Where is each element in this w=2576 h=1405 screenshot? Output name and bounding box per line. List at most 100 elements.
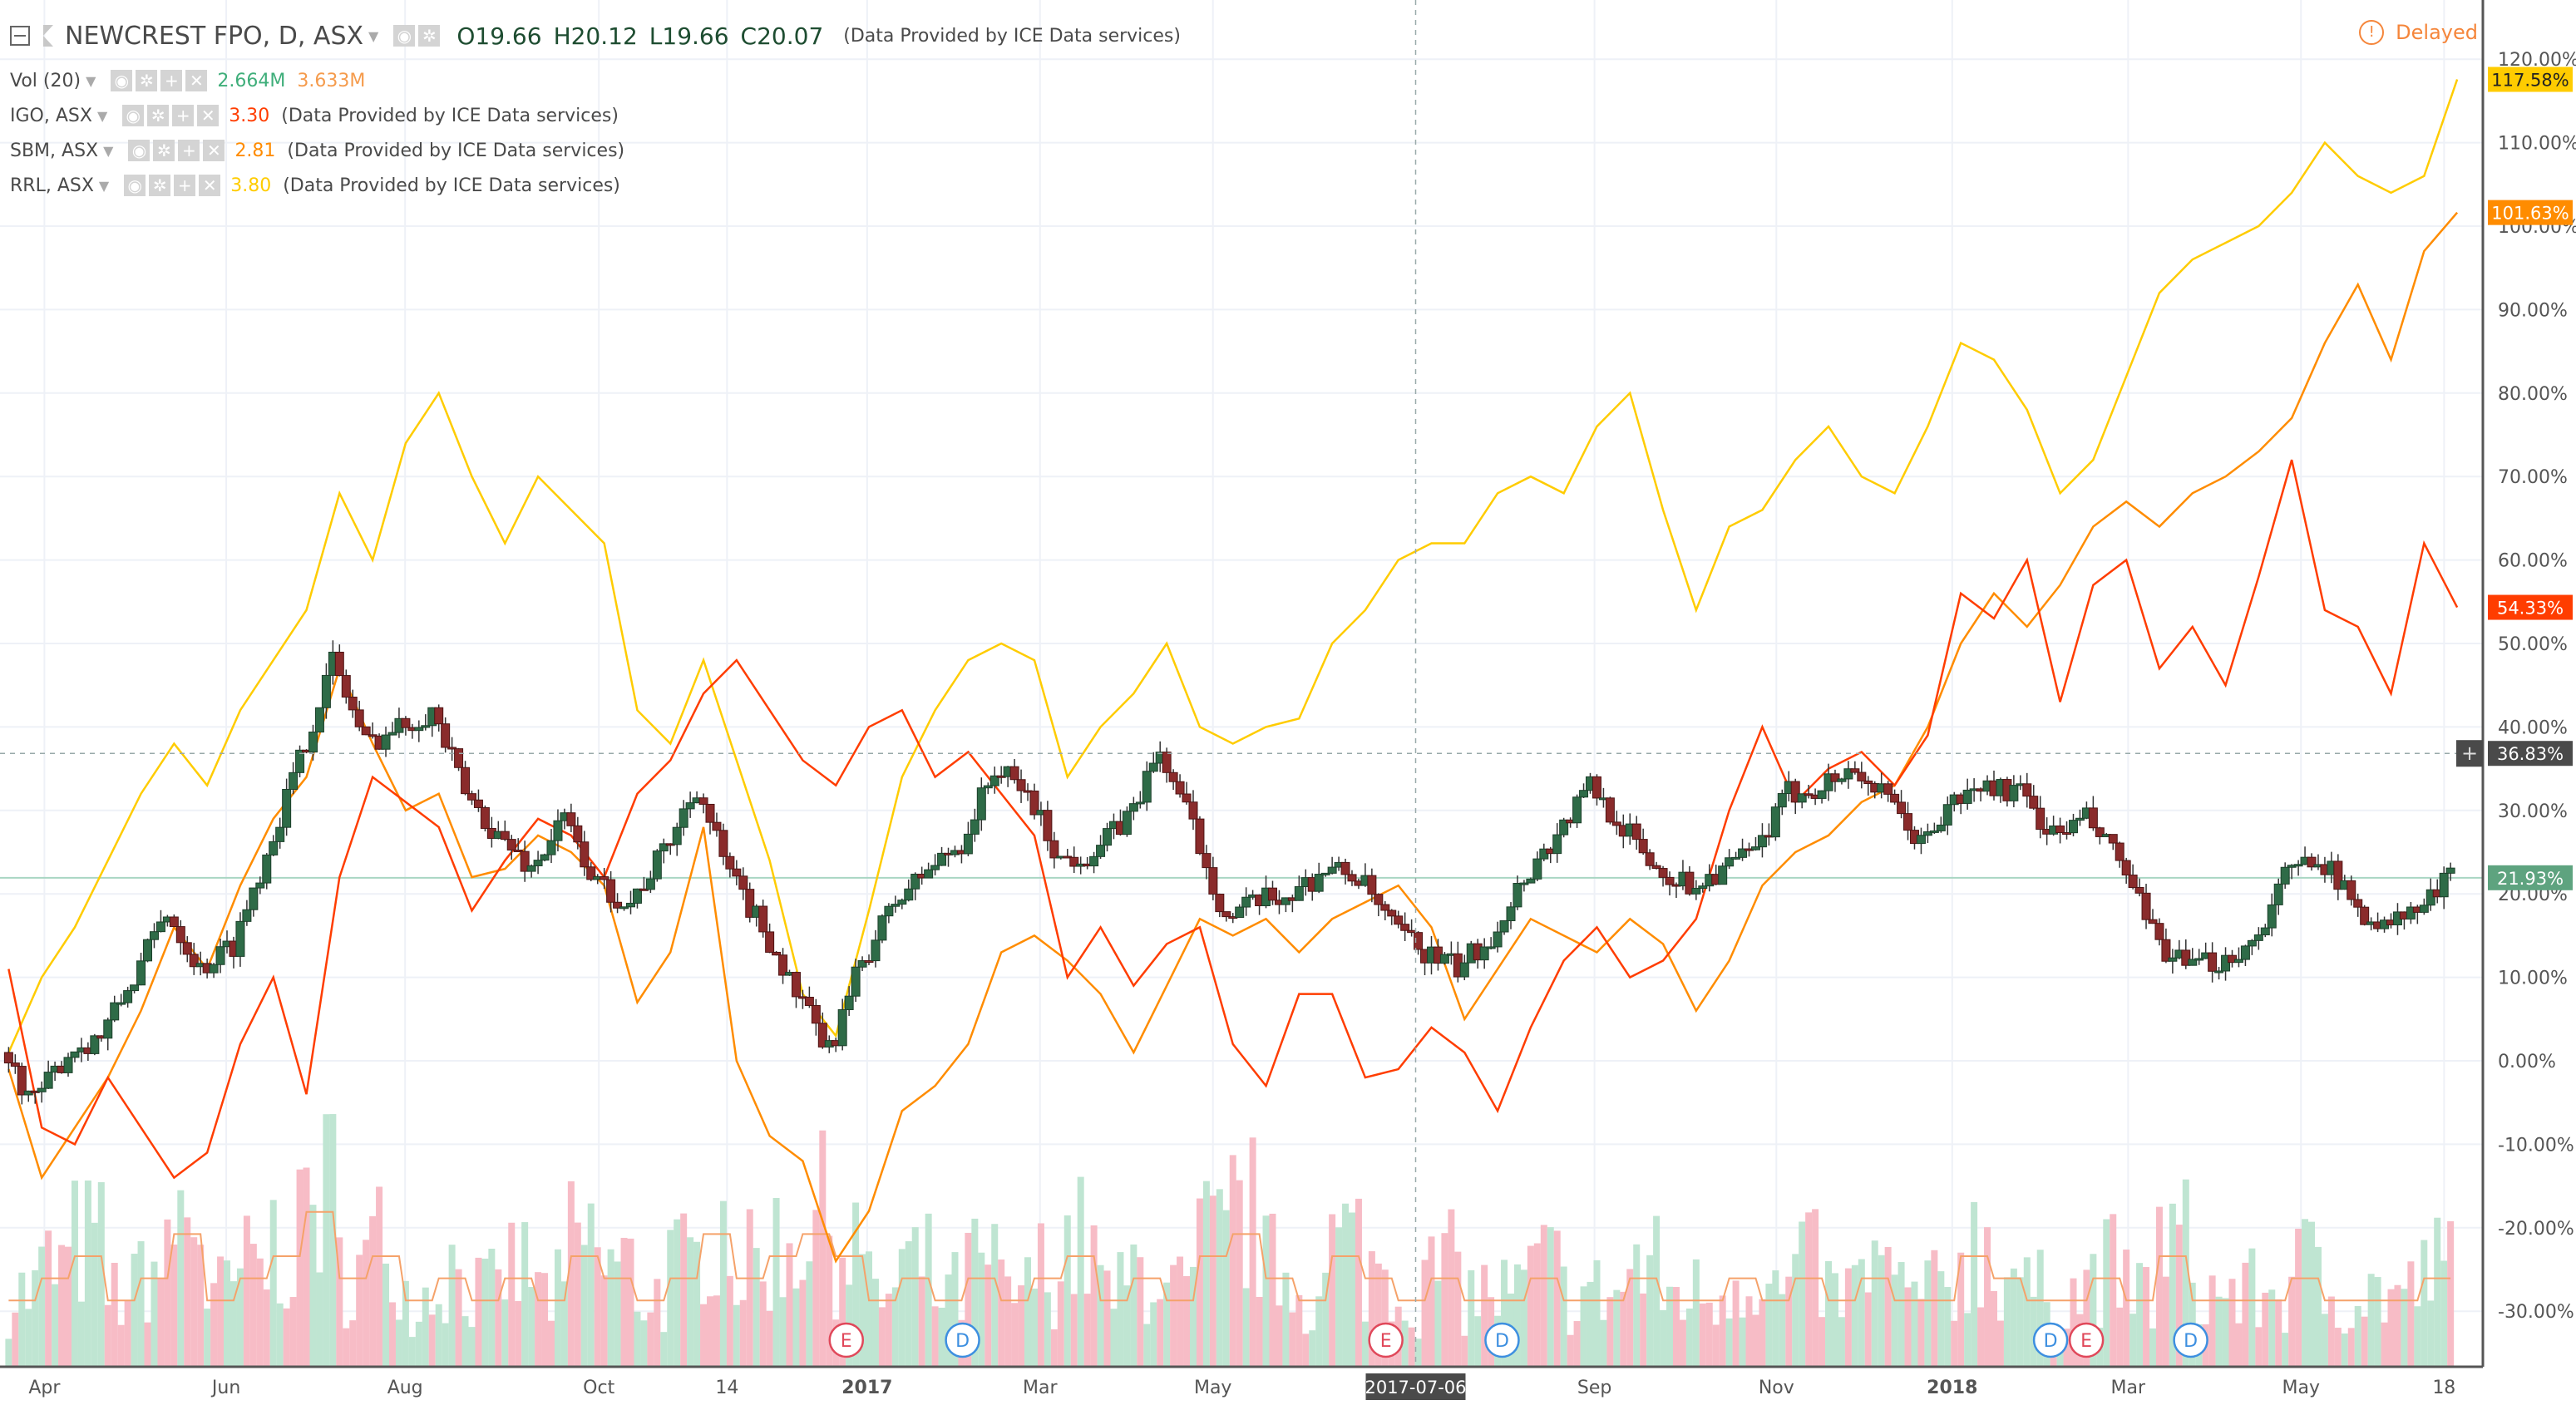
chevron-down-icon[interactable]: ▼: [86, 72, 96, 89]
gear-icon[interactable]: ✲: [149, 175, 171, 196]
eye-icon[interactable]: ◉: [122, 105, 145, 126]
volume-bar: [746, 1209, 753, 1367]
close-icon[interactable]: ✕: [197, 105, 220, 126]
event-label: E: [2080, 1331, 2092, 1352]
volume-bar: [2334, 1328, 2342, 1367]
series-line-sbm: [7, 211, 2459, 1264]
plus-icon[interactable]: +: [178, 140, 200, 161]
chevron-down-icon[interactable]: ▼: [98, 177, 110, 194]
eye-icon[interactable]: ◉: [128, 140, 151, 161]
volume-bar: [1633, 1244, 1641, 1367]
candle-up: [116, 1002, 126, 1005]
candle-up: [1532, 858, 1542, 880]
event-marker-dividend[interactable]: D: [945, 1322, 980, 1358]
candles: [3, 640, 2455, 1105]
volume-bar: [349, 1320, 357, 1367]
chevron-down-icon[interactable]: ▼: [96, 107, 108, 124]
eye-icon[interactable]: ◉: [393, 25, 416, 47]
event-marker-dividend[interactable]: D: [2173, 1322, 2208, 1358]
event-marker-earnings[interactable]: E: [2068, 1322, 2105, 1358]
delayed-badge[interactable]: ! Delayed: [2359, 20, 2478, 45]
flag-icon[interactable]: [43, 25, 53, 47]
close-icon[interactable]: ✕: [203, 140, 225, 161]
x-tick-label: Sep: [1577, 1378, 1611, 1398]
event-label: D: [2184, 1331, 2198, 1352]
volume-bar: [229, 1281, 237, 1367]
volume-bar: [866, 1251, 873, 1367]
volume-bar: [2440, 1260, 2448, 1367]
volume-ma-line: [8, 1210, 2451, 1302]
open-value: O19.66: [456, 22, 542, 50]
candle-up: [255, 882, 265, 889]
gear-icon[interactable]: ✲: [418, 25, 441, 47]
candle-down: [804, 996, 814, 1006]
volume-bar: [1249, 1137, 1256, 1367]
candle-up: [1750, 846, 1760, 850]
volume-bar: [985, 1264, 992, 1367]
volume-bar: [1130, 1244, 1137, 1367]
volume-bar: [1553, 1230, 1561, 1367]
eye-icon[interactable]: ◉: [111, 70, 133, 91]
chevron-down-icon[interactable]: ▼: [368, 27, 379, 44]
candle-down: [1168, 772, 1178, 782]
candle-up: [924, 869, 934, 879]
candle-down: [1195, 818, 1205, 855]
volume-bar: [1573, 1321, 1581, 1367]
collapse-icon[interactable]: [10, 26, 30, 46]
plus-icon[interactable]: +: [174, 175, 196, 196]
event-marker-earnings[interactable]: E: [828, 1322, 865, 1358]
volume-ma-value: 3.633M: [297, 70, 366, 91]
volume-bar: [2288, 1276, 2296, 1367]
event-label: E: [1380, 1331, 1392, 1352]
candle-down: [613, 901, 623, 909]
volume-bar: [289, 1297, 297, 1367]
candle-up: [1797, 793, 1807, 803]
volume-bar: [2387, 1289, 2395, 1367]
volume-bar: [1037, 1223, 1044, 1367]
candle-down: [2141, 892, 2151, 920]
grid: [0, 0, 2483, 1367]
candle-up: [1320, 872, 1330, 875]
candle-up: [989, 775, 999, 786]
close-icon[interactable]: ✕: [185, 70, 208, 91]
event-marker-dividend[interactable]: D: [1484, 1322, 1520, 1358]
volume-bar: [620, 1237, 628, 1367]
volume-bar: [852, 1202, 860, 1367]
candle-down: [169, 916, 179, 928]
plus-icon[interactable]: +: [160, 70, 183, 91]
candle-down: [1400, 924, 1410, 931]
candle-up: [904, 888, 914, 901]
symbol-title[interactable]: NEWCREST FPO, D, ASX: [65, 21, 364, 51]
volume-bar: [2367, 1274, 2375, 1367]
close-icon[interactable]: ✕: [199, 175, 221, 196]
volume-bar: [131, 1254, 138, 1367]
candle-up: [155, 921, 165, 933]
volume-bar: [1269, 1213, 1276, 1367]
gear-icon[interactable]: ✲: [136, 70, 158, 91]
candle-down: [1162, 752, 1172, 773]
volume-label[interactable]: Vol (20): [10, 70, 81, 91]
gear-icon[interactable]: ✲: [153, 140, 175, 161]
candle-down: [1029, 790, 1039, 816]
candle-down: [778, 954, 788, 976]
gear-icon[interactable]: ✲: [147, 105, 170, 126]
candle-up: [314, 707, 324, 733]
eye-icon[interactable]: ◉: [124, 175, 146, 196]
compare-symbol[interactable]: RRL, ASX: [10, 175, 94, 196]
chevron-down-icon[interactable]: ▼: [103, 142, 114, 159]
event-marker-dividend[interactable]: D: [2032, 1322, 2069, 1358]
candle-down: [1380, 904, 1390, 911]
compare-symbol[interactable]: IGO, ASX: [10, 105, 92, 126]
volume-bar: [1944, 1287, 1952, 1367]
event-marker-earnings[interactable]: E: [1368, 1322, 1404, 1358]
candle-down: [17, 1066, 27, 1096]
candle-up: [262, 854, 272, 884]
volume-bar: [614, 1261, 621, 1367]
volume-bar: [1971, 1201, 1978, 1367]
compare-symbol[interactable]: SBM, ASX: [10, 140, 99, 161]
candle-up: [897, 900, 907, 905]
candle-up: [2214, 970, 2224, 974]
plus-icon[interactable]: +: [172, 105, 195, 126]
x-tick-label: Mar: [2111, 1378, 2146, 1398]
